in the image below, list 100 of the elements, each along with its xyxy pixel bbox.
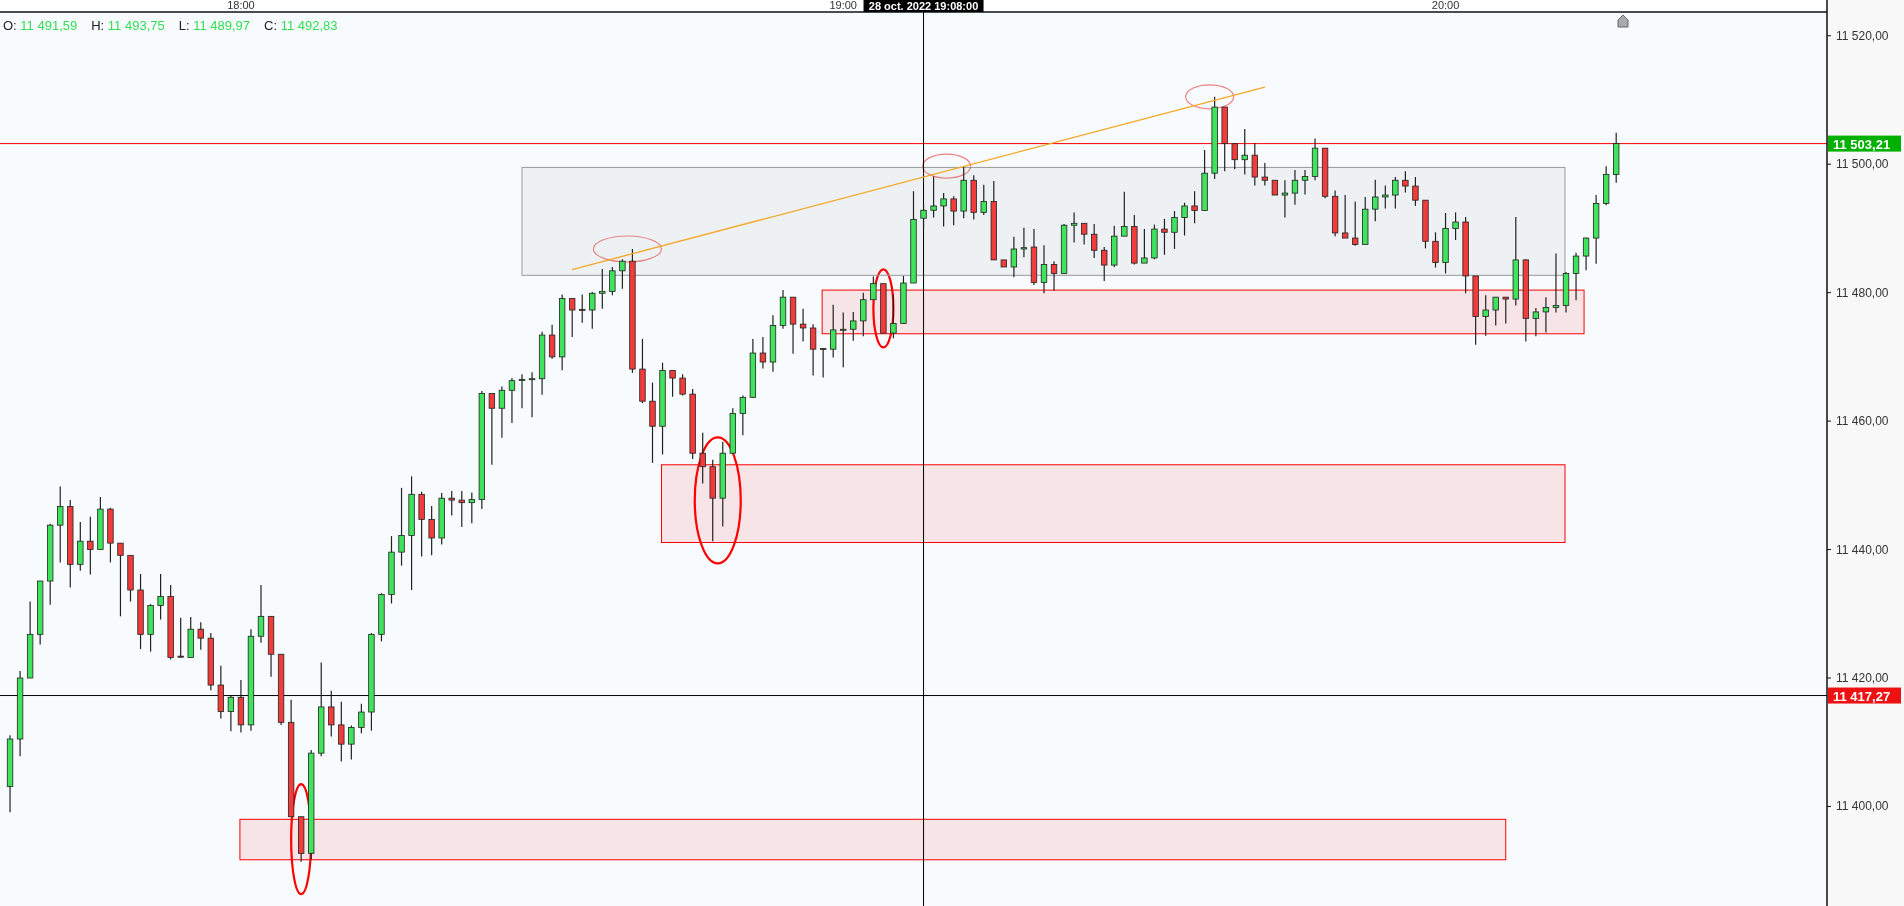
candlestick xyxy=(1261,162,1269,187)
candlestick xyxy=(508,377,516,424)
candlestick xyxy=(1121,191,1128,237)
annotation: O: 11 491,59 xyxy=(3,18,78,33)
candlestick xyxy=(1301,169,1309,195)
candlestick xyxy=(518,373,526,409)
y-tick-label: 11 460,00 xyxy=(1836,414,1889,429)
candlestick xyxy=(1372,179,1379,222)
candlestick xyxy=(1572,252,1580,301)
candlestick xyxy=(1040,244,1048,294)
candlestick xyxy=(669,369,676,398)
candlestick xyxy=(809,323,817,377)
y-tick-label: 11 420,00 xyxy=(1836,671,1889,685)
candlestick xyxy=(699,432,706,485)
candlestick xyxy=(348,724,355,761)
x-tick-label: 18:00 xyxy=(227,0,255,11)
candlestick xyxy=(1181,202,1188,237)
candlestick xyxy=(1532,307,1540,337)
candlestick xyxy=(77,521,84,572)
candlestick xyxy=(930,175,937,219)
candlestick xyxy=(1070,211,1078,244)
candlestick xyxy=(1352,200,1359,247)
y-tick-label: 11 500,00 xyxy=(1836,157,1889,172)
candlestick xyxy=(1050,260,1058,292)
candlestick xyxy=(1141,228,1148,264)
candlestick xyxy=(569,297,576,338)
candlestick xyxy=(759,336,767,370)
candlestick xyxy=(1171,210,1178,250)
candlestick xyxy=(609,266,616,296)
candlestick xyxy=(117,542,124,617)
candlestick xyxy=(358,703,365,734)
candlestick xyxy=(328,690,335,738)
candlestick xyxy=(1010,236,1018,278)
candlestick xyxy=(458,490,465,528)
candlestick xyxy=(1542,296,1550,334)
candlestick xyxy=(980,184,987,216)
candlestick xyxy=(1161,218,1168,256)
candlestick xyxy=(528,371,536,418)
candlestick xyxy=(850,311,857,342)
candlestick xyxy=(1241,128,1248,176)
candlestick xyxy=(87,516,94,576)
candlestick xyxy=(1382,184,1389,210)
candlestick xyxy=(739,394,747,436)
candlestick xyxy=(1412,176,1419,207)
candlestick xyxy=(1582,236,1590,271)
x-tick-label: 20:00 xyxy=(1431,0,1460,11)
candlestick xyxy=(1291,169,1299,206)
candlestick xyxy=(830,304,837,359)
candlestick xyxy=(428,505,435,556)
candlestick xyxy=(177,617,184,659)
candlestick xyxy=(448,490,455,517)
candlestick xyxy=(1452,211,1459,241)
candlestick xyxy=(227,695,235,732)
candlestick xyxy=(840,311,847,368)
candlestick xyxy=(498,385,506,439)
candlestick xyxy=(1101,246,1108,282)
candlestick xyxy=(197,621,204,651)
candlestick xyxy=(819,347,827,379)
candlestick xyxy=(950,195,957,226)
candlestick xyxy=(157,573,164,621)
candlestick xyxy=(1281,179,1289,219)
candlestick xyxy=(1191,190,1198,224)
candlestick xyxy=(398,487,405,567)
candlestick xyxy=(488,392,496,466)
candlestick xyxy=(57,486,64,563)
candlestick xyxy=(1341,194,1349,239)
candlestick xyxy=(599,268,606,310)
candlestick xyxy=(940,192,947,228)
candlestick xyxy=(890,293,897,339)
candlestick xyxy=(1020,227,1028,258)
candlestick xyxy=(1080,222,1088,246)
candlestick xyxy=(1251,142,1258,187)
candlestick xyxy=(799,308,807,343)
ref-line-label: 11 417,27 xyxy=(1833,688,1891,704)
candlestick xyxy=(589,291,596,330)
candlestick xyxy=(338,701,345,763)
candlestick xyxy=(1552,252,1560,314)
candlestick xyxy=(619,258,626,290)
candlestick xyxy=(1482,294,1489,337)
candlestick xyxy=(548,324,556,360)
candlestick xyxy=(468,491,475,524)
candlestick xyxy=(1492,296,1499,327)
candlestick xyxy=(1432,231,1439,269)
candlestick xyxy=(1502,296,1509,325)
y-tick-label: 11 520,00 xyxy=(1836,28,1889,43)
candlestick xyxy=(1091,223,1098,259)
y-tick-label: 11 400,00 xyxy=(1836,799,1889,814)
y-tick-label: 11 440,00 xyxy=(1836,542,1889,557)
candlestick xyxy=(257,584,265,644)
candlestick xyxy=(1231,142,1238,170)
x-tick-label: 19:00 xyxy=(829,0,857,11)
annotation: C: 11 492,83 xyxy=(264,18,338,33)
ref-line-label: 11 503,21 xyxy=(1833,136,1891,152)
candlestick xyxy=(920,203,927,230)
candlestick xyxy=(1402,170,1409,194)
annotation: L: 11 489,97 xyxy=(178,18,251,33)
candlestick xyxy=(579,293,586,324)
y-tick-label: 11 480,00 xyxy=(1836,285,1889,300)
candlestick xyxy=(1392,176,1399,210)
annotation: H: 11 493,75 xyxy=(91,18,165,33)
